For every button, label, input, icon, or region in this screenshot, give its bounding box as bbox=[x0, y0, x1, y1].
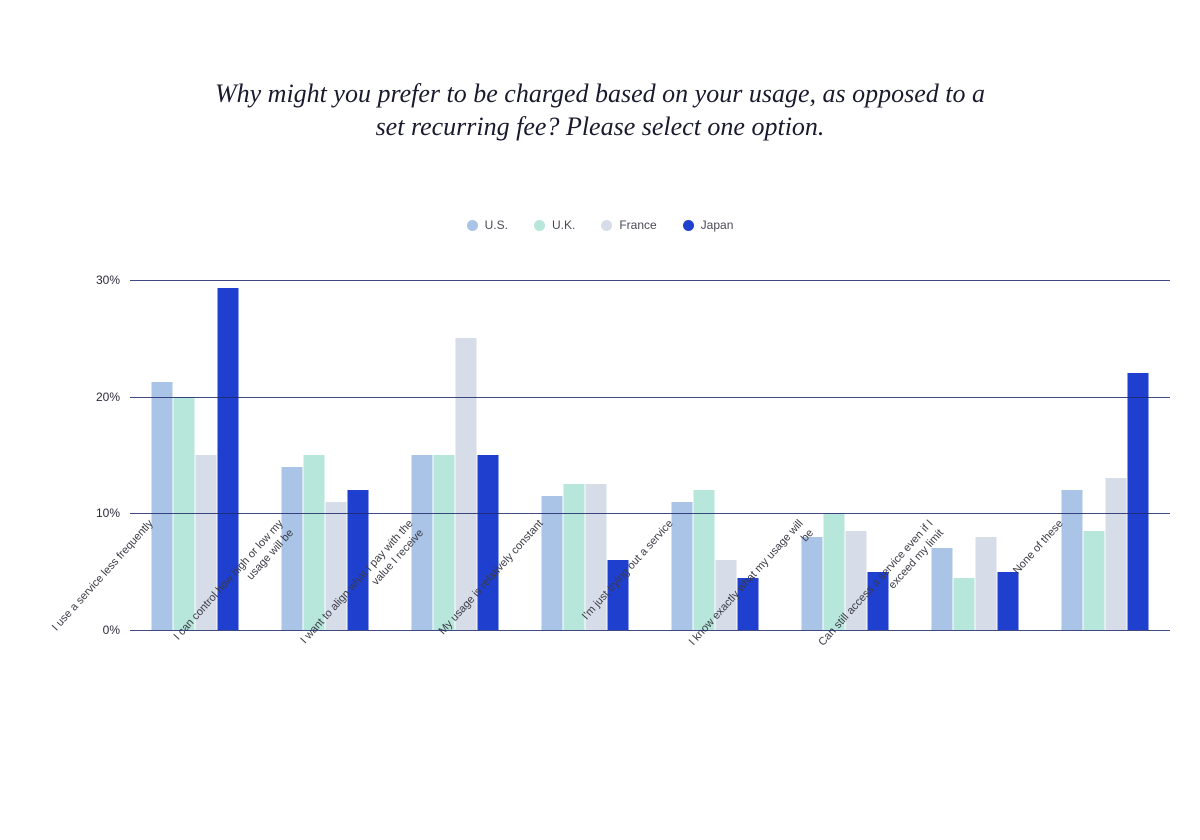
bar bbox=[1062, 490, 1083, 630]
legend-swatch bbox=[467, 220, 478, 231]
gridline bbox=[130, 280, 1170, 281]
bar bbox=[478, 455, 499, 630]
bar bbox=[542, 496, 563, 630]
legend-label: U.K. bbox=[552, 218, 575, 232]
legend-swatch bbox=[601, 220, 612, 231]
plot-area: I use a service less frequentlyI can con… bbox=[130, 280, 1170, 630]
legend-item: Japan bbox=[683, 218, 734, 232]
legend-label: Japan bbox=[701, 218, 734, 232]
y-axis-tick: 30% bbox=[96, 273, 120, 287]
legend-label: France bbox=[619, 218, 656, 232]
bar-chart: I use a service less frequentlyI can con… bbox=[90, 280, 1170, 630]
bar bbox=[434, 455, 455, 630]
legend-swatch bbox=[534, 220, 545, 231]
bar bbox=[1106, 478, 1127, 630]
gridline bbox=[130, 397, 1170, 398]
bar bbox=[1128, 373, 1149, 630]
bar bbox=[932, 548, 953, 630]
bars bbox=[1062, 280, 1149, 630]
legend-item: U.K. bbox=[534, 218, 575, 232]
bar bbox=[564, 484, 585, 630]
chart-title: Why might you prefer to be charged based… bbox=[210, 78, 990, 143]
bar bbox=[672, 502, 693, 630]
y-axis-tick: 20% bbox=[96, 390, 120, 404]
bar-group: None of these bbox=[1040, 280, 1170, 630]
bar bbox=[1084, 531, 1105, 630]
legend: U.S. U.K. France Japan bbox=[0, 218, 1200, 232]
bar bbox=[802, 537, 823, 630]
bar-groups: I use a service less frequentlyI can con… bbox=[130, 280, 1170, 630]
legend-swatch bbox=[683, 220, 694, 231]
bar bbox=[694, 490, 715, 630]
y-axis-tick: 10% bbox=[96, 506, 120, 520]
y-axis-tick: 0% bbox=[103, 623, 120, 637]
x-axis-label: I use a service less frequently bbox=[33, 518, 157, 654]
bar bbox=[152, 382, 173, 631]
gridline bbox=[130, 630, 1170, 631]
legend-item: France bbox=[601, 218, 656, 232]
legend-label: U.S. bbox=[485, 218, 508, 232]
legend-item: U.S. bbox=[467, 218, 508, 232]
gridline bbox=[130, 513, 1170, 514]
bar bbox=[304, 455, 325, 630]
chart-title-wrap: Why might you prefer to be charged based… bbox=[0, 78, 1200, 143]
